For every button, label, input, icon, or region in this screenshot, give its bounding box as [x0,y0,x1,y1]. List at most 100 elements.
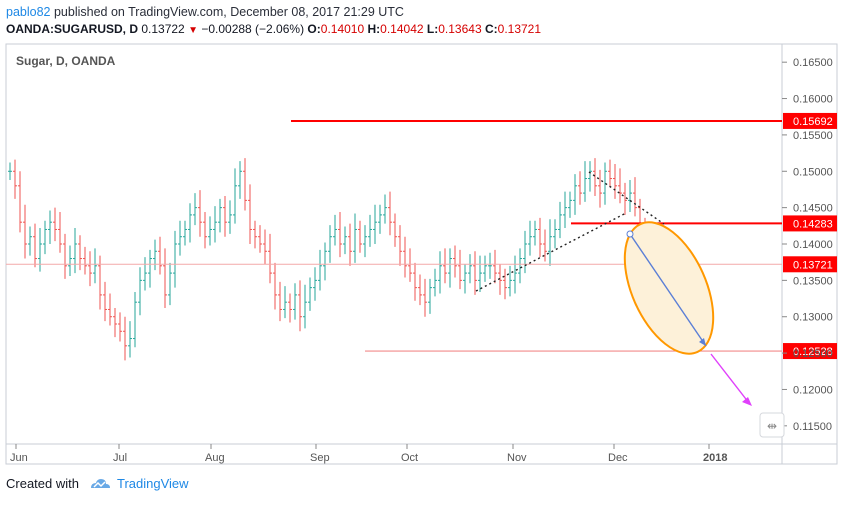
ohlc-bar [63,233,67,279]
x-tick-label: Jun [10,452,28,464]
y-tick-label: 0.11500 [793,421,832,433]
ohlc-bar [548,219,552,266]
ohlc-bar [418,274,422,306]
ohlc-bar [343,226,347,255]
close-label: C: [484,22,498,36]
x-tick-label: Dec [608,452,628,464]
publish-info: pablo82 published on TradingView.com, De… [6,5,404,19]
ohlc-bar [513,255,517,294]
ohlc-bar [148,249,152,288]
ohlc-bar [243,158,247,211]
ohlc-bar [603,162,607,205]
ohlc-bar [528,220,532,256]
ohlc-bar [438,251,442,294]
x-tick-label: Jul [113,452,127,464]
ohlc-bar [203,212,207,249]
ohlc-bar [448,248,452,288]
ohlc-bar [218,198,222,233]
price-level-label: 0.15692 [793,116,833,128]
price-level-label: 0.14283 [793,218,833,230]
ohlc-bar [583,161,587,202]
pulse-icon: ⇹ [767,419,777,433]
ohlc-bar [28,226,32,256]
ohlc-bar [298,280,302,332]
ohlc-bar [238,161,242,199]
ohlc-bar [43,220,47,255]
ohlc-bar [398,225,402,266]
ohlc-bar [193,193,197,226]
ohlc-bar [578,171,582,205]
ohlc-bar [443,248,447,284]
ohlc-bar [483,255,487,282]
projection-start-point[interactable] [626,230,634,238]
ohlc-bar [18,171,22,233]
ohlc-bar [393,213,397,247]
ohlc-bar [273,262,277,310]
ohlc-bar [488,252,492,279]
ohlc-bar [8,162,12,180]
ohlc-bar [523,230,527,274]
ohlc-bar [318,249,322,291]
x-tick-label: Sep [310,452,330,464]
y-tick-label: 0.15500 [793,130,833,142]
x-tick-label: Nov [507,452,527,464]
author-link[interactable]: pablo82 [6,5,51,19]
ohlc-bar [73,228,77,274]
rising-trendline[interactable] [475,212,627,292]
ohlc-bar [543,229,547,262]
ohlc-bar [308,277,312,311]
y-tick-label: 0.13000 [793,312,833,324]
high-label: H: [367,22,381,36]
down-arrow-icon: ▼ [188,25,198,36]
falling-trendline[interactable] [588,171,665,225]
ohlc-bar [473,251,477,295]
price-level-tag [783,256,837,273]
extension-arrow-line[interactable] [710,353,750,404]
ohlc-bar [478,255,482,292]
ohlc-bar [598,169,602,208]
ohlc-bar [413,262,417,301]
ohlc-bar [223,196,227,237]
ohlc-bar [58,212,62,253]
ohlc-bar [453,245,457,278]
ohlc-bar [563,191,567,228]
ohlc-bar [348,223,352,266]
ohlc-bar [498,264,502,295]
ohlc-bar [163,248,167,308]
ohlc-bar [468,254,472,284]
ohlc-bar [38,228,42,272]
tradingview-link[interactable]: TradingView [116,476,189,491]
ohlc-bar [293,283,297,320]
ohlc-bar [503,268,507,300]
ohlc-bar [68,245,72,276]
ohlc-bar [198,190,202,237]
ohlc-bar [423,278,427,317]
ohlc-bar [138,267,142,316]
ohlc-bar [168,262,172,306]
reset-button[interactable]: ⇹ [759,412,785,438]
price-level-tag [783,112,837,129]
y-tick-label: 0.12000 [793,384,833,396]
ohlc-bar [558,201,562,239]
ohlc-bar [618,168,622,204]
projection-ellipse[interactable] [607,209,732,367]
ohlc-bar [88,251,92,287]
y-tick-label: 0.16500 [793,57,833,69]
ohlc-bar [353,213,357,263]
ohlc-bar [128,321,132,358]
extension-arrowhead [742,397,752,406]
ohlc-bar [313,267,317,301]
footer: Created with TradingView [6,476,189,491]
price-level-tag [783,343,837,360]
chart-title: Sugar, D, OANDA [16,54,116,68]
ohlc-bar [533,220,537,246]
ohlc-bar [323,242,327,281]
ohlc-bar [408,248,412,282]
projection-line[interactable] [629,233,707,347]
ohlc-bar [183,220,187,246]
chart-frame [5,43,838,465]
ohlc-bar [283,286,287,319]
ohlc-bar [248,184,252,244]
